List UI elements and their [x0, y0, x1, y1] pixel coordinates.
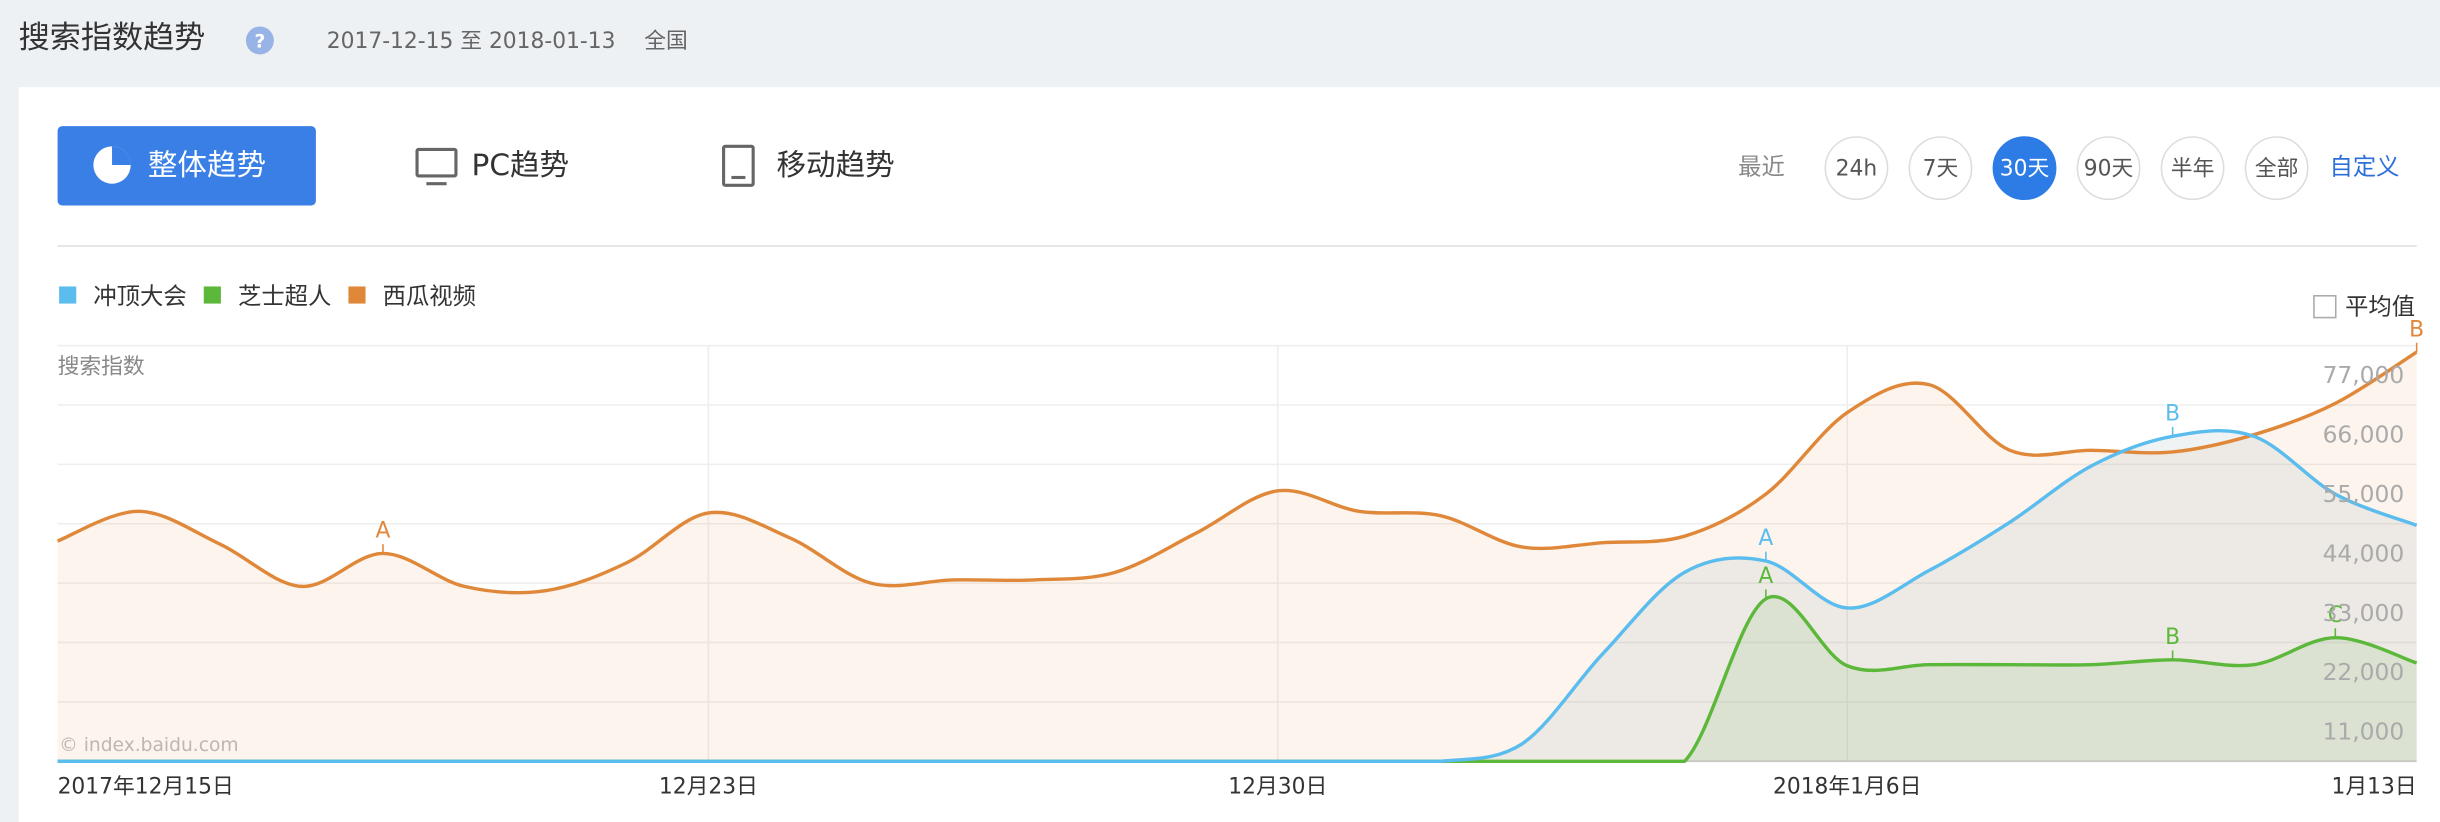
y-tick-label: 33,000	[2323, 599, 2405, 627]
range-option[interactable]: 30天	[2000, 157, 2050, 182]
area	[57, 596, 2417, 762]
x-tick-label: 12月23日	[659, 775, 758, 800]
marker-label: B	[2165, 625, 2180, 650]
plot: 冲顶大会 芝士超人 西瓜视频 2017年12月15日 12月23日 12月30日 2018年…	[56, 282, 2424, 800]
legend-label: 芝士超人	[238, 282, 331, 310]
range-button[interactable]	[1908, 136, 1973, 201]
marker-label: B	[2409, 317, 2424, 342]
tab-active[interactable]	[57, 126, 316, 206]
range-options: 24h 7天 30天 90天 半年 全部	[1824, 136, 2309, 201]
tab-label[interactable]: 整体趋势	[148, 148, 266, 182]
legend-label: 冲顶大会	[93, 282, 186, 310]
title: 搜索指数趋势	[19, 20, 206, 56]
average-label[interactable]: 平均值	[2345, 293, 2415, 321]
range-button[interactable]	[2160, 136, 2225, 201]
range-custom[interactable]: 自定义	[2330, 153, 2400, 181]
y-tick-label: 22,000	[2323, 658, 2405, 686]
watermark: © index.baidu.com	[59, 735, 238, 756]
range-option[interactable]: 全部	[2255, 157, 2299, 182]
range-button[interactable]	[2076, 136, 2141, 201]
y-tick-label: 44,000	[2323, 539, 2405, 567]
y-tick-label: 55,000	[2323, 480, 2405, 508]
y-tick-label: 77,000	[2323, 361, 2405, 389]
date-range: 2017-12-15 至 2018-01-13	[327, 29, 616, 54]
help-icon[interactable]	[245, 26, 274, 55]
tab-label[interactable]: 移动趋势	[777, 148, 895, 182]
legend-swatch	[348, 286, 366, 304]
range-label: 最近	[1738, 153, 1785, 181]
tab-icon	[722, 144, 755, 187]
tab-icon	[415, 147, 458, 178]
y-tick-label: 66,000	[2323, 421, 2405, 449]
range-option[interactable]: 24h	[1836, 157, 1878, 182]
area	[57, 352, 2417, 762]
area	[57, 430, 2417, 762]
marker-label: A	[1758, 564, 1773, 589]
help-text[interactable]: ?	[254, 32, 265, 53]
y-axis-title: 搜索指数	[58, 354, 145, 379]
range-button[interactable]	[1992, 136, 2057, 201]
marker-label: C	[2328, 603, 2343, 628]
marker-label: A	[1758, 526, 1773, 551]
range-option[interactable]: 7天	[1923, 157, 1959, 182]
range-button[interactable]	[1824, 136, 1889, 201]
x-tick-label: 12月30日	[1228, 775, 1327, 800]
checkbox[interactable]	[2313, 295, 2337, 319]
range-option[interactable]: 90天	[2084, 157, 2134, 182]
marker-label: B	[2165, 402, 2180, 427]
x-tick-label: 2018年1月6日	[1773, 775, 1921, 800]
marker-label: A	[376, 519, 391, 544]
y-tick-label: 11,000	[2323, 718, 2405, 746]
x-tick-label: 1月13日	[2332, 775, 2417, 800]
legend-swatch	[59, 286, 77, 304]
legend-swatch	[203, 286, 221, 304]
range-option[interactable]: 半年	[2171, 157, 2215, 182]
legend-label: 西瓜视频	[383, 282, 476, 310]
line	[56, 350, 2418, 595]
tab-icon	[112, 146, 131, 166]
line	[57, 429, 2418, 763]
x-tick-label: 2017年12月15日	[58, 775, 234, 800]
range-button[interactable]	[2244, 136, 2309, 201]
tab-label[interactable]: PC趋势	[472, 148, 570, 182]
region: 全国	[644, 29, 688, 54]
